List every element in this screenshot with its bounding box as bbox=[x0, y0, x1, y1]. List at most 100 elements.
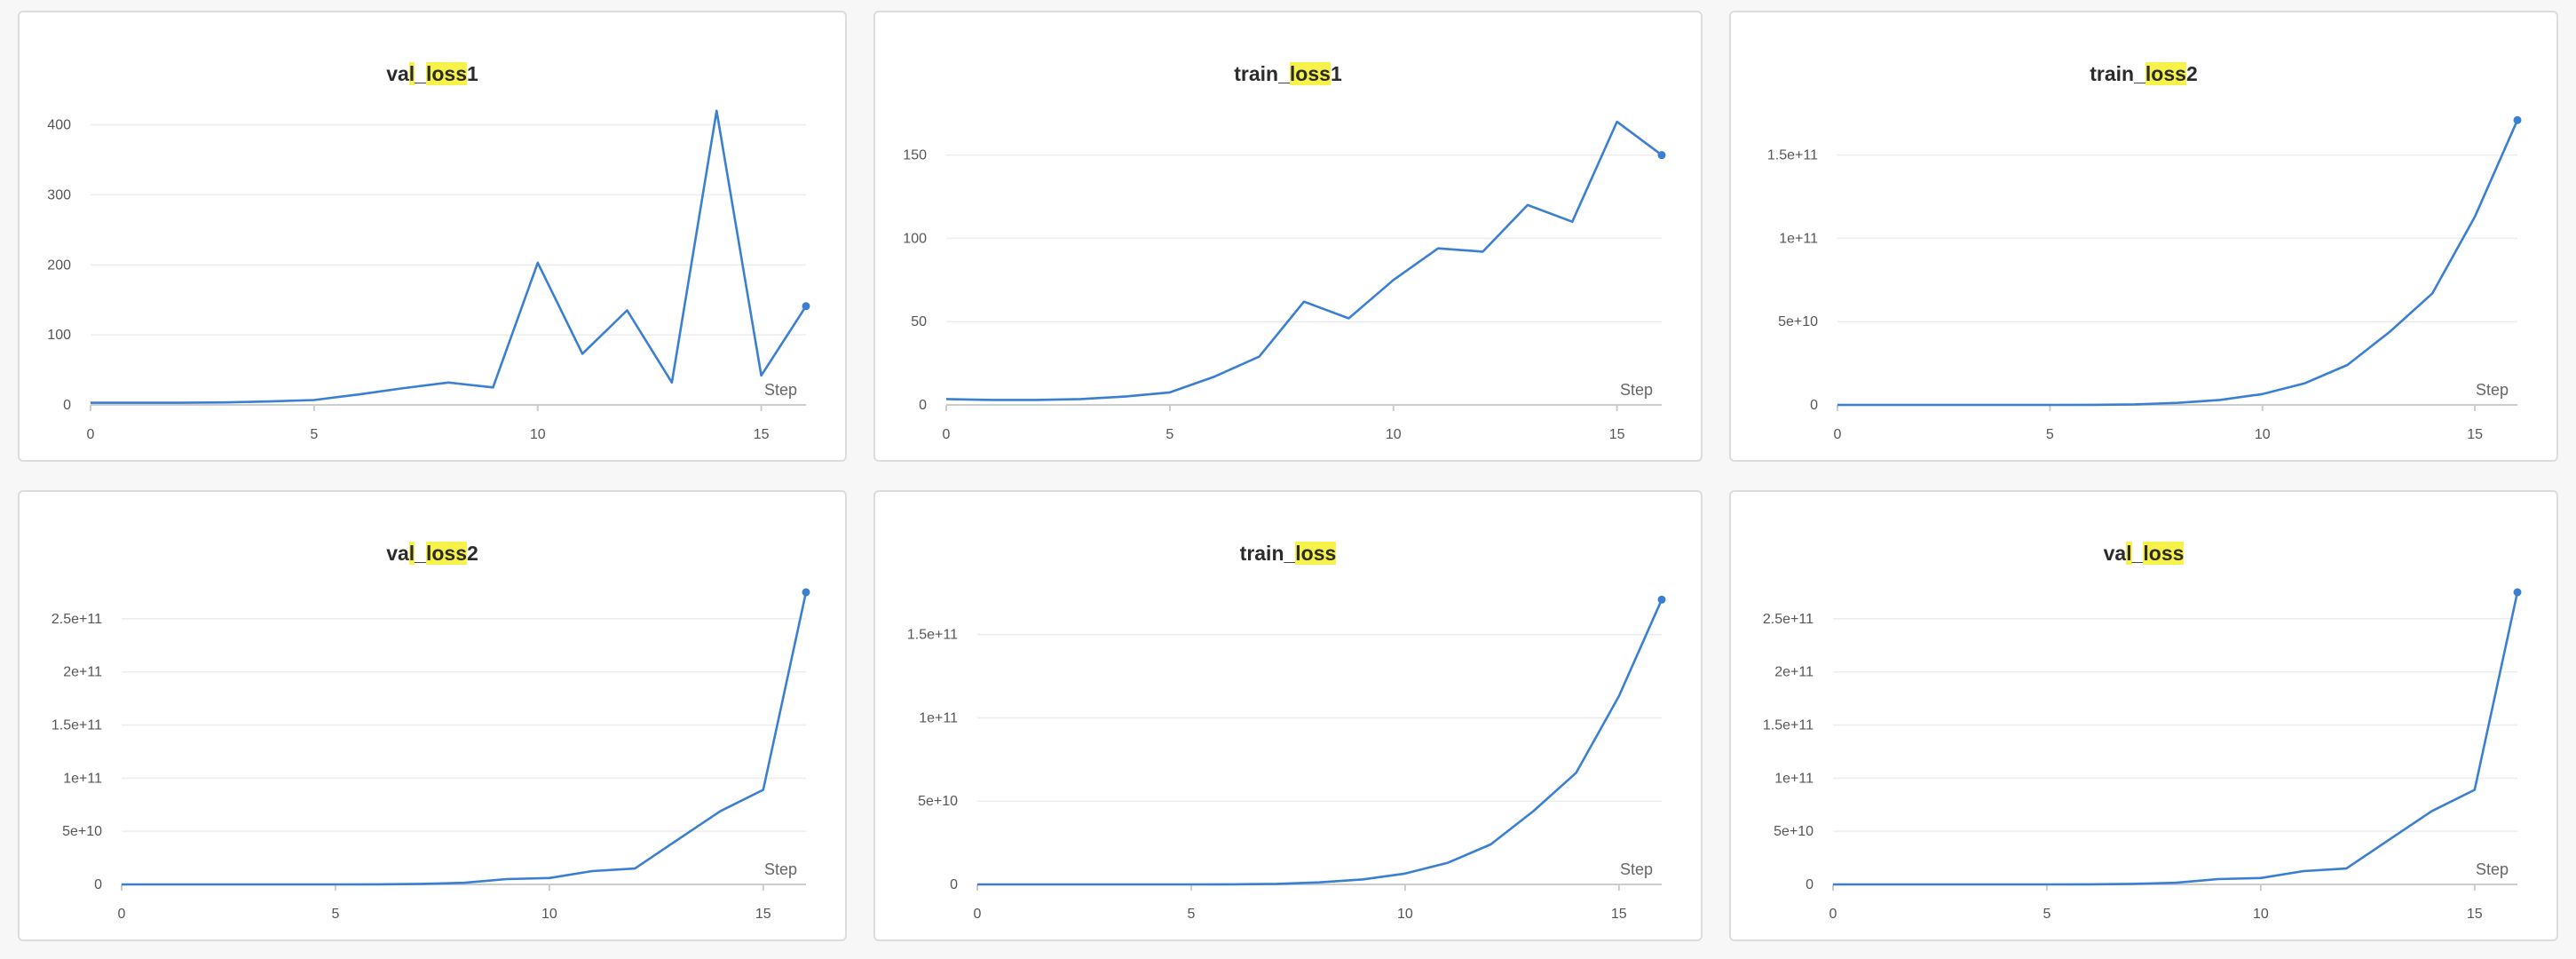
x-axis-label: Step bbox=[2476, 381, 2509, 399]
series-line bbox=[977, 598, 1663, 886]
x-tick-label: 5 bbox=[2046, 427, 2054, 442]
y-tick-label: 5e+10 bbox=[62, 824, 102, 839]
x-tick-label: 15 bbox=[2467, 907, 2483, 922]
chart-panel-val-loss1[interactable]: val_loss1 0 100 200 300 400 0 5 10 15 Step bbox=[18, 11, 847, 462]
y-tick-label: 0 bbox=[63, 398, 71, 413]
x-tick-label: 10 bbox=[2253, 907, 2269, 922]
y-tick-label: 1e+11 bbox=[919, 710, 958, 725]
chart-title: val_loss1 bbox=[20, 62, 845, 86]
y-tick-label: 1.5e+11 bbox=[1763, 718, 1813, 733]
chart-title-part: _ bbox=[415, 542, 426, 565]
y-tick-label: 1e+11 bbox=[63, 771, 102, 786]
chart-title-part: 1 bbox=[1330, 62, 1342, 85]
chart-title-part: 2 bbox=[467, 542, 478, 565]
series-line bbox=[91, 109, 808, 404]
chart-title-part: loss bbox=[1289, 62, 1331, 85]
series-line bbox=[1833, 591, 2519, 886]
x-tick-label: 0 bbox=[974, 907, 982, 922]
x-tick-label: 15 bbox=[754, 427, 770, 442]
x-tick-label: 5 bbox=[2043, 907, 2051, 922]
chart-title-part: va bbox=[386, 542, 409, 565]
y-tick-label: 2e+11 bbox=[63, 665, 102, 680]
chart-title-part: l bbox=[408, 542, 415, 565]
chart-svg: 0 100 200 300 400 0 5 10 15 Step bbox=[47, 109, 810, 442]
chart-svg: 0 50 100 150 0 5 10 15 Step bbox=[903, 120, 1666, 442]
y-tick-label: 2.5e+11 bbox=[51, 612, 102, 627]
y-tick-label: 0 bbox=[1806, 877, 1813, 892]
chart-title: train_loss1 bbox=[875, 62, 1701, 86]
last-point-marker bbox=[1657, 595, 1666, 604]
chart-title-part: loss bbox=[425, 62, 467, 85]
y-tick-label: 0 bbox=[919, 398, 927, 413]
x-tick-label: 10 bbox=[1397, 907, 1413, 922]
chart-title: train_loss2 bbox=[1731, 62, 2556, 86]
x-tick-label: 0 bbox=[87, 427, 95, 442]
chart-title: val_loss2 bbox=[20, 542, 845, 566]
x-tick-label: 0 bbox=[118, 907, 126, 922]
chart-svg: 0 5e+10 1e+11 1.5e+11 0 5 10 15 Step bbox=[1767, 115, 2522, 442]
chart-title-part: 1 bbox=[467, 62, 478, 85]
last-point-marker bbox=[2513, 588, 2522, 597]
x-axis-label: Step bbox=[1620, 860, 1653, 878]
x-tick-label: 15 bbox=[755, 907, 771, 922]
chart-panel-val-loss2[interactable]: val_loss2 0 5e+10 1e+11 1.5e+11 2e+11 2.5e+11… bbox=[18, 490, 847, 941]
chart-title: train_loss bbox=[875, 542, 1701, 566]
chart-panel-val-loss[interactable]: val_loss 0 5e+10 1e+11 1.5e+11 2e+11 2.5e+11 0… bbox=[1729, 490, 2558, 941]
x-tick-label: 5 bbox=[1187, 907, 1195, 922]
chart-title-part: train_ bbox=[1239, 542, 1296, 565]
chart-title-part: loss bbox=[1295, 542, 1337, 565]
y-tick-label: 0 bbox=[950, 877, 958, 892]
chart-title-part: loss bbox=[2143, 542, 2185, 565]
chart-title-part: 2 bbox=[2185, 62, 2198, 85]
y-tick-label: 300 bbox=[47, 187, 71, 202]
last-point-marker bbox=[802, 588, 810, 597]
chart-title-part: _ bbox=[415, 62, 426, 85]
y-tick-label: 100 bbox=[47, 328, 71, 343]
y-tick-label: 5e+10 bbox=[918, 794, 958, 809]
y-tick-label: 1e+11 bbox=[1779, 231, 1818, 246]
chart-panel-train-loss[interactable]: train_loss 0 5e+10 1e+11 1.5e+11 0 5 10 15 Step bbox=[873, 490, 1703, 941]
y-tick-label: 5e+10 bbox=[1778, 314, 1818, 329]
y-tick-label: 1.5e+11 bbox=[51, 718, 102, 733]
y-tick-label: 400 bbox=[47, 118, 71, 133]
chart-title-part: l bbox=[2126, 542, 2132, 565]
y-tick-label: 1e+11 bbox=[1774, 771, 1813, 786]
x-axis-label: Step bbox=[764, 381, 797, 399]
x-axis-label: Step bbox=[1620, 381, 1653, 399]
chart-title-part: loss bbox=[2145, 62, 2186, 85]
chart-title-part: train_ bbox=[2090, 62, 2145, 85]
y-tick-label: 0 bbox=[94, 877, 102, 892]
x-tick-label: 15 bbox=[1611, 907, 1627, 922]
x-axis-label: Step bbox=[764, 860, 797, 878]
x-tick-label: 10 bbox=[1386, 427, 1402, 442]
y-tick-label: 150 bbox=[903, 148, 927, 163]
chart-panel-train-loss2[interactable]: train_loss2 0 5e+10 1e+11 1.5e+11 0 5 10 15 Step bbox=[1729, 11, 2558, 462]
x-tick-label: 5 bbox=[331, 907, 339, 922]
x-tick-label: 15 bbox=[2467, 427, 2483, 442]
chart-title-part: train_ bbox=[1234, 62, 1290, 85]
x-tick-label: 0 bbox=[1829, 907, 1837, 922]
x-tick-label: 5 bbox=[1166, 427, 1173, 442]
chart-svg: 0 5e+10 1e+11 1.5e+11 2e+11 2.5e+11 0 5 10 15 Step bbox=[51, 588, 810, 922]
y-tick-label: 0 bbox=[1810, 398, 1818, 413]
chart-title-part: l bbox=[408, 62, 415, 85]
y-tick-label: 100 bbox=[903, 231, 927, 246]
y-tick-label: 50 bbox=[911, 314, 927, 329]
x-tick-label: 0 bbox=[943, 427, 951, 442]
x-tick-label: 15 bbox=[1609, 427, 1625, 442]
y-tick-label: 1.5e+11 bbox=[907, 628, 958, 643]
y-tick-label: 200 bbox=[47, 258, 71, 273]
series-line bbox=[1837, 119, 2519, 407]
last-point-marker bbox=[802, 302, 810, 311]
chart-title-part: va bbox=[2103, 542, 2127, 565]
x-tick-label: 5 bbox=[310, 427, 318, 442]
chart-svg: 0 5e+10 1e+11 1.5e+11 2e+11 2.5e+11 0 5 10 15 Step bbox=[1763, 588, 2522, 922]
chart-panel-train-loss1[interactable]: train_loss1 0 50 100 150 0 5 10 15 Step bbox=[873, 11, 1703, 462]
chart-title-part: va bbox=[386, 62, 409, 85]
series-line bbox=[945, 120, 1663, 401]
chart-svg: 0 5e+10 1e+11 1.5e+11 0 5 10 15 Step bbox=[907, 595, 1666, 922]
x-tick-label: 0 bbox=[1834, 427, 1842, 442]
chart-title-part: loss bbox=[425, 542, 467, 565]
y-tick-label: 5e+10 bbox=[1774, 824, 1813, 839]
y-tick-label: 2e+11 bbox=[1774, 665, 1813, 680]
